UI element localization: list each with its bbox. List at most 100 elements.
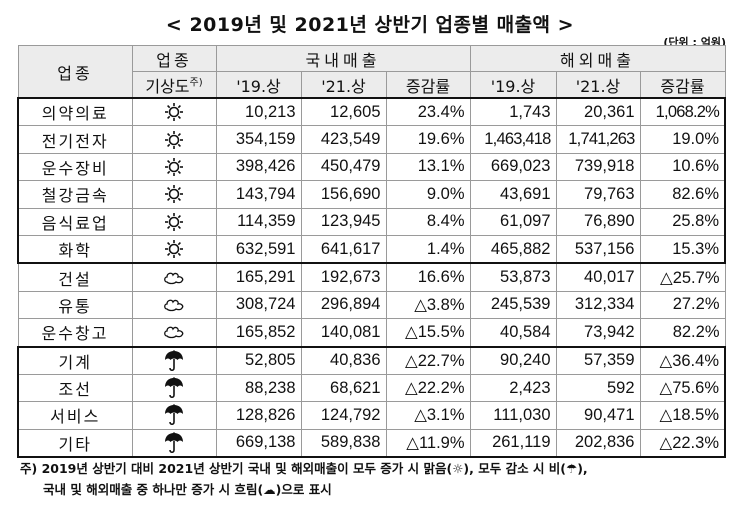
table-row: 조선 88,238 68,621 △22.2% 2,423 592 △75.6% <box>17 373 726 403</box>
header-overseas-21: '21.상 <box>555 71 641 99</box>
domestic-2021: 641,617 <box>300 234 387 265</box>
table-row: 전기전자 354,159 423,549 19.6% 1,463,418 1,741,26… <box>17 125 726 154</box>
table-row: 건설 165,291 192,673 16.6% 53,873 40,017 △25.7% <box>17 262 726 292</box>
overseas-2021: 1,741,263 <box>555 125 641 154</box>
table-row: 유통 308,724 296,894 △3.8% 245,539 312,334 27.2% <box>17 290 726 320</box>
domestic-rate: 23.4% <box>385 97 471 127</box>
industry-name: 전기전자 <box>17 125 133 154</box>
overseas-rate: 25.8% <box>639 207 726 236</box>
sunny-weather-icon <box>131 152 217 182</box>
domestic-2021: 124,792 <box>300 401 387 430</box>
overseas-2019: 43,691 <box>469 180 557 209</box>
domestic-2019: 632,591 <box>215 234 302 265</box>
domestic-2021: 423,549 <box>300 125 387 154</box>
footnote-line-2: 국내 및 해외매출 중 하나만 증가 시 흐림(☁)으로 표시 <box>43 482 332 497</box>
sunny-weather-icon <box>131 207 217 236</box>
overseas-rate: △18.5% <box>639 401 726 430</box>
domestic-2019: 52,805 <box>215 345 302 375</box>
overseas-rate: 1,068.2% <box>639 97 726 127</box>
table-row: 운수장비 398,426 450,479 13.1% 669,023 739,918 10.… <box>17 152 726 182</box>
overseas-rate: 82.2% <box>639 318 726 348</box>
domestic-2019: 354,159 <box>215 125 302 154</box>
table-row: 의약의료 10,213 12,605 23.4% 1,743 20,361 1,068.2% <box>17 97 726 127</box>
header-weather-top: 업종 <box>131 45 217 72</box>
domestic-rate: 1.4% <box>385 234 471 265</box>
table-title: < 2019년 및 2021년 상반기 업종별 매출액 > <box>165 14 575 36</box>
domestic-2021: 192,673 <box>300 262 387 292</box>
header-domestic-21: '21.상 <box>300 71 387 99</box>
rainy-weather-icon <box>131 373 217 403</box>
industry-name: 철강금속 <box>17 180 133 209</box>
table-row: 음식료업 114,359 123,945 8.4% 61,097 76,890 25.8% <box>17 207 726 236</box>
domestic-2021: 589,838 <box>300 428 387 459</box>
table-row: 서비스 128,826 124,792 △3.1% 111,030 90,471 △18.5… <box>17 401 726 430</box>
overseas-2019: 245,539 <box>469 290 557 320</box>
overseas-2021: 537,156 <box>555 234 641 265</box>
domestic-2021: 450,479 <box>300 152 387 182</box>
domestic-rate: △15.5% <box>385 318 471 348</box>
header-industry: 업종 <box>17 45 133 99</box>
domestic-rate: 9.0% <box>385 180 471 209</box>
domestic-2019: 165,852 <box>215 318 302 348</box>
domestic-2021: 296,894 <box>300 290 387 320</box>
industry-name: 기타 <box>17 428 133 459</box>
header-domestic-rate: 증감률 <box>385 71 471 99</box>
industry-name: 운수장비 <box>17 152 133 182</box>
sunny-weather-icon <box>131 125 217 154</box>
sales-table: 업종 업종 국내매출 해외매출 기상도주) '19.상 '21.상 증감률 '1… <box>17 45 726 459</box>
header-overseas: 해외매출 <box>469 45 726 72</box>
overseas-2021: 76,890 <box>555 207 641 236</box>
cloudy-weather-icon <box>131 262 217 292</box>
domestic-2019: 88,238 <box>215 373 302 403</box>
header-domestic: 국내매출 <box>215 45 471 72</box>
overseas-rate: △36.4% <box>639 345 726 375</box>
table-row: 기타 669,138 589,838 △11.9% 261,119 202,836 △22.… <box>17 428 726 459</box>
overseas-2021: 20,361 <box>555 97 641 127</box>
domestic-2021: 40,836 <box>300 345 387 375</box>
overseas-2021: 79,763 <box>555 180 641 209</box>
domestic-rate: △22.7% <box>385 345 471 375</box>
industry-name: 유통 <box>17 290 133 320</box>
overseas-2019: 53,873 <box>469 262 557 292</box>
overseas-2021: 73,942 <box>555 318 641 348</box>
cloudy-weather-icon <box>131 318 217 348</box>
domestic-2019: 128,826 <box>215 401 302 430</box>
header-overseas-19: '19.상 <box>469 71 557 99</box>
domestic-rate: 16.6% <box>385 262 471 292</box>
domestic-2019: 10,213 <box>215 97 302 127</box>
sunny-weather-icon <box>131 97 217 127</box>
domestic-2021: 12,605 <box>300 97 387 127</box>
industry-name: 운수창고 <box>17 318 133 348</box>
domestic-2021: 140,081 <box>300 318 387 348</box>
rainy-weather-icon <box>131 401 217 430</box>
overseas-2019: 90,240 <box>469 345 557 375</box>
domestic-2019: 398,426 <box>215 152 302 182</box>
table-row: 화학 632,591 641,617 1.4% 465,882 537,156 15.3% <box>17 234 726 265</box>
cloudy-weather-icon <box>131 290 217 320</box>
header-weather-bottom: 기상도주) <box>131 71 217 99</box>
overseas-2021: 592 <box>555 373 641 403</box>
rainy-weather-icon <box>131 345 217 375</box>
overseas-2019: 111,030 <box>469 401 557 430</box>
overseas-rate: △75.6% <box>639 373 726 403</box>
industry-name: 의약의료 <box>17 97 133 127</box>
header-weather-label: 기상도 <box>145 76 190 96</box>
domestic-2021: 156,690 <box>300 180 387 209</box>
sunny-weather-icon <box>131 180 217 209</box>
overseas-rate: 15.3% <box>639 234 726 265</box>
domestic-rate: △22.2% <box>385 373 471 403</box>
table-row: 운수창고 165,852 140,081 △15.5% 40,584 73,942 82.2… <box>17 318 726 348</box>
industry-name: 조선 <box>17 373 133 403</box>
industry-name: 화학 <box>17 234 133 265</box>
domestic-rate: 8.4% <box>385 207 471 236</box>
overseas-rate: 10.6% <box>639 152 726 182</box>
overseas-2019: 465,882 <box>469 234 557 265</box>
sunny-weather-icon <box>131 234 217 265</box>
domestic-rate: △3.8% <box>385 290 471 320</box>
domestic-2019: 143,794 <box>215 180 302 209</box>
overseas-2021: 57,359 <box>555 345 641 375</box>
overseas-rate: 27.2% <box>639 290 726 320</box>
header-domestic-19: '19.상 <box>215 71 302 99</box>
overseas-rate: 19.0% <box>639 125 726 154</box>
industry-name: 서비스 <box>17 401 133 430</box>
